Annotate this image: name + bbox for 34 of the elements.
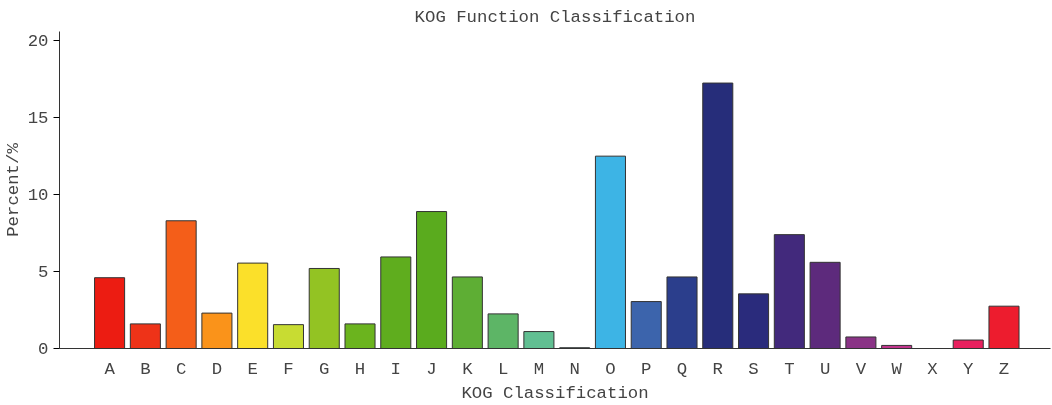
x-tick-label: Z [998,359,1010,379]
x-tick-label: W [891,359,903,379]
x-tick-label: K [462,359,474,379]
x-tick-label: E [247,359,258,379]
x-tick-label: C [175,359,187,379]
y-axis-title: Percent/% [3,142,23,237]
x-tick-label: U [819,359,831,379]
x-tick-label: O [605,359,616,379]
x-tick-label: X [927,359,939,379]
x-tick-label: T [784,359,795,379]
x-tick-label: B [140,359,151,379]
y-tick-label: 20 [27,32,49,52]
x-tick-label: P [641,359,652,379]
x-tick-label: I [390,359,401,379]
x-tick-label: L [497,359,509,379]
x-tick-label: Q [676,359,688,379]
y-tick-label: 0 [38,340,49,359]
x-tick-label: H [354,359,366,379]
x-tick-label: R [712,359,723,379]
y-tick-label: 15 [27,109,49,129]
x-tick-label: F [283,359,294,379]
x-axis-title: KOG Classification [461,383,649,403]
x-tick-label: M [533,359,545,379]
x-tick-label: N [569,359,580,379]
y-tick-label: 5 [38,263,49,283]
x-tick-label: S [748,359,759,379]
y-tick-label: 10 [27,186,49,206]
x-tick-label: D [211,359,223,379]
x-tick-label: V [855,359,867,379]
chart-title: KOG Function Classification [414,7,696,27]
x-tick-label: G [319,359,330,379]
x-tick-label: Y [963,359,975,379]
x-tick-label: A [104,359,116,379]
x-tick-label: J [426,359,437,379]
